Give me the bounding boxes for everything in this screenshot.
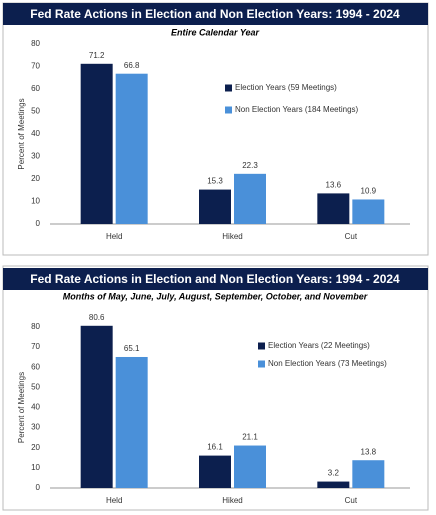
data-label: 21.1	[242, 433, 258, 442]
legend-swatch	[258, 360, 265, 368]
title-bar	[3, 268, 428, 290]
y-tick-label: 50	[31, 382, 40, 391]
y-tick-label: 70	[31, 342, 40, 351]
bar	[199, 455, 231, 488]
y-tick-label: 30	[31, 152, 40, 161]
x-tick-label: Held	[106, 232, 122, 241]
y-tick-label: 20	[31, 174, 40, 183]
legend-label: Non Election Years (73 Meetings)	[268, 359, 387, 368]
bar	[80, 325, 113, 488]
bar	[115, 356, 148, 488]
y-tick-label: 10	[31, 463, 40, 472]
title-bar	[3, 3, 428, 25]
y-tick-label: 40	[31, 403, 40, 412]
x-tick-label: Hiked	[222, 232, 242, 241]
chart-frame	[2, 265, 429, 511]
bar	[199, 189, 231, 224]
chart-title: Fed Rate Actions in Election and Non Ele…	[30, 272, 400, 286]
data-label: 13.8	[361, 447, 377, 456]
x-tick-label: Cut	[345, 232, 358, 241]
y-tick-label: 60	[31, 362, 40, 371]
y-tick-label: 50	[31, 107, 40, 116]
data-label: 65.1	[124, 344, 140, 353]
y-tick-label: 60	[31, 84, 40, 93]
legend-swatch	[225, 106, 232, 114]
y-tick-label: 0	[36, 483, 41, 492]
legend-swatch	[258, 342, 265, 350]
data-label: 16.1	[207, 443, 223, 452]
bar	[352, 460, 385, 488]
bar	[234, 173, 266, 224]
y-tick-label: 80	[31, 39, 40, 48]
y-tick-label: 40	[31, 129, 40, 138]
chart-subtitle: Entire Calendar Year	[171, 27, 260, 37]
y-tick-label: 30	[31, 423, 40, 432]
bar	[234, 445, 266, 488]
x-tick-label: Cut	[345, 496, 358, 505]
chart-title: Fed Rate Actions in Election and Non Ele…	[30, 7, 400, 21]
y-axis-label: Percent of Meetings	[17, 98, 26, 169]
legend-swatch	[225, 84, 232, 92]
y-tick-label: 10	[31, 197, 40, 206]
y-axis-label: Percent of Meetings	[17, 372, 26, 443]
data-label: 15.3	[207, 177, 223, 186]
data-label: 13.6	[326, 181, 342, 190]
y-tick-label: 80	[31, 322, 40, 331]
chart-subtitle: Months of May, June, July, August, Septe…	[63, 291, 368, 301]
bar	[352, 199, 385, 224]
legend-label: Election Years (22 Meetings)	[268, 341, 370, 350]
data-label: 3.2	[328, 469, 340, 478]
y-tick-label: 0	[36, 219, 41, 228]
legend-label: Non Election Years (184 Meetings)	[235, 105, 359, 114]
y-tick-label: 20	[31, 443, 40, 452]
bar	[317, 481, 350, 488]
data-label: 22.3	[242, 161, 258, 170]
bar	[115, 73, 148, 224]
data-label: 10.9	[361, 187, 377, 196]
data-label: 66.8	[124, 61, 140, 70]
data-label: 71.2	[89, 51, 105, 60]
bar	[80, 63, 113, 224]
y-tick-label: 70	[31, 62, 40, 71]
bar	[317, 193, 350, 224]
x-tick-label: Held	[106, 496, 122, 505]
data-label: 80.6	[89, 313, 105, 322]
x-tick-label: Hiked	[222, 496, 242, 505]
legend-label: Election Years (59 Meetings)	[235, 83, 337, 92]
